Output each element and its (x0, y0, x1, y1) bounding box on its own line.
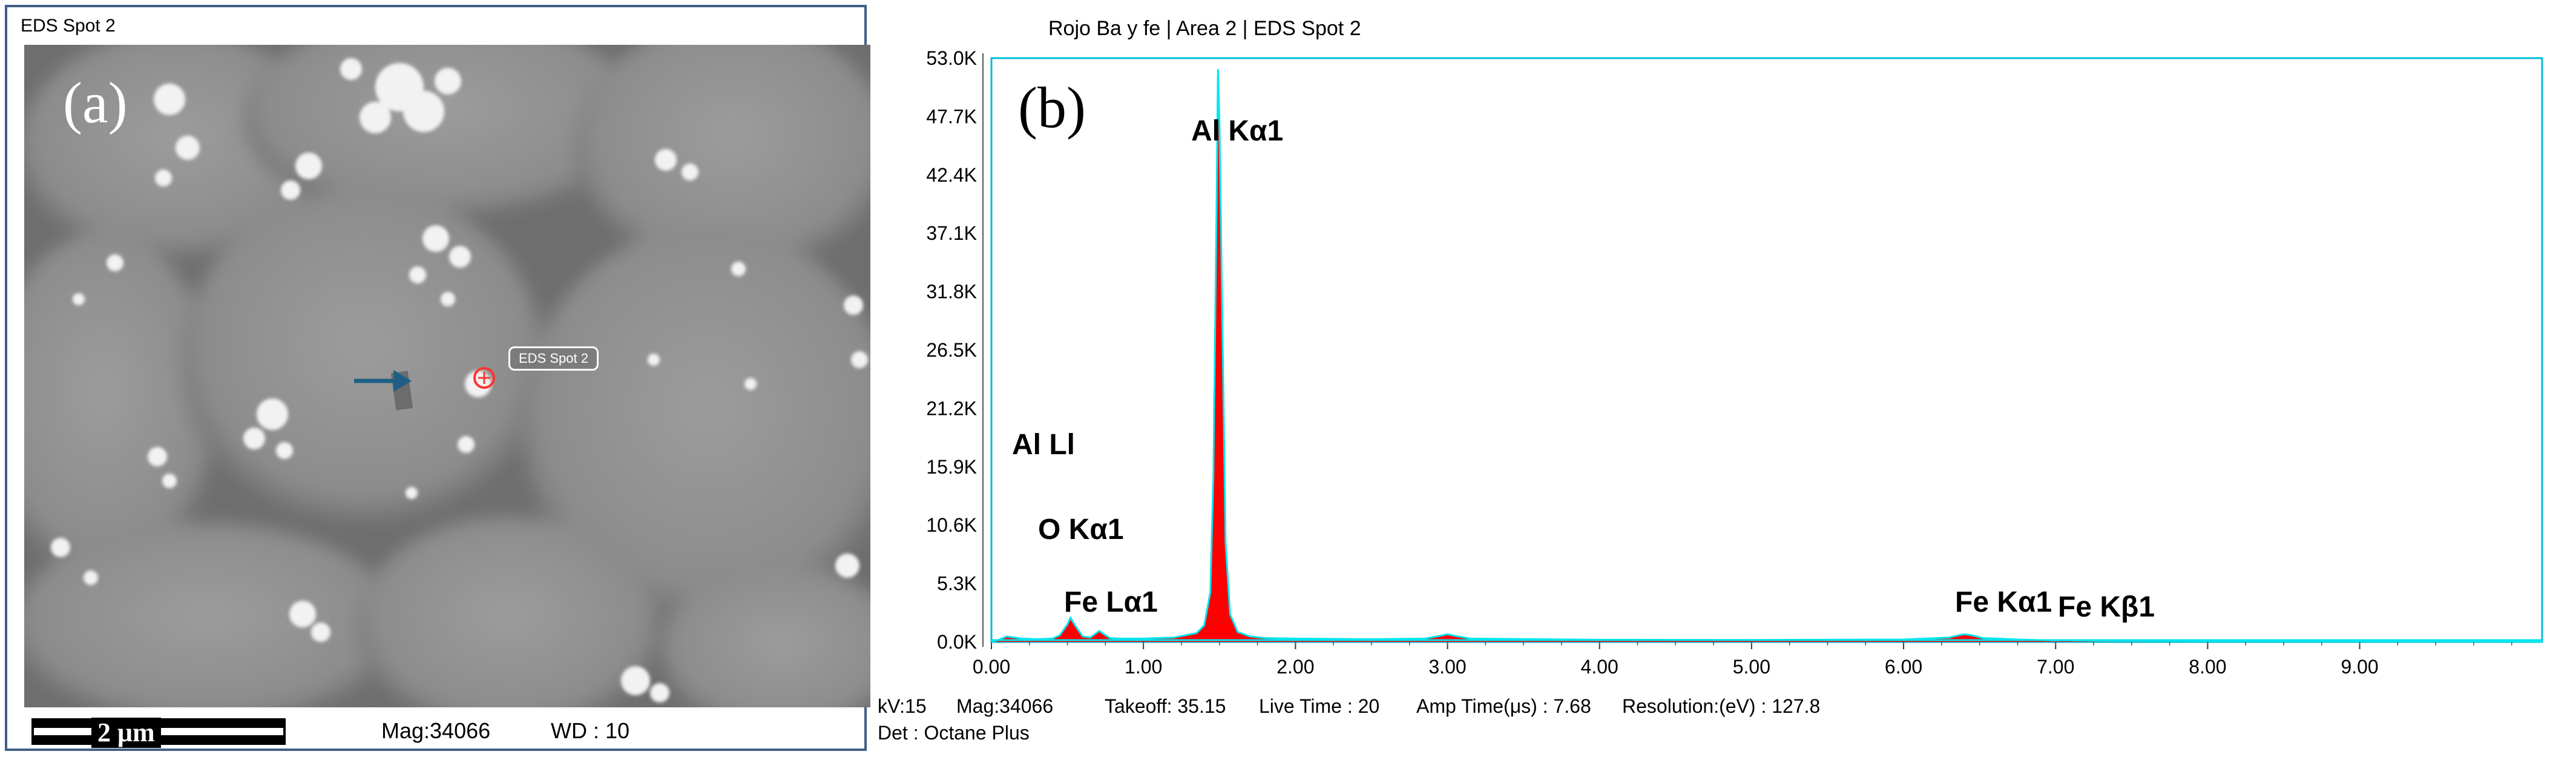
sem-footer: 2 μm Mag:34066 WD : 10 (24, 710, 870, 749)
info-detector: Det : Octane Plus (878, 722, 1030, 744)
peak-label: Al Ll (1012, 429, 1075, 461)
working-distance: WD : 10 (551, 718, 630, 743)
info-resolution: Resolution:(eV) : 127.8 (1622, 695, 1821, 717)
y-tick-label: 47.7K (926, 105, 977, 127)
x-tick-label: 9.00 (2341, 656, 2378, 678)
panel-label-a: (a) (63, 70, 128, 135)
y-tick-label: 31.8K (926, 281, 977, 303)
x-tick-label: 6.00 (1885, 656, 1922, 678)
sem-image: (a) EDS Spot 2 (24, 45, 870, 707)
sem-panel: EDS Spot 2 (5, 5, 870, 751)
peak-label: O Kα1 (1038, 514, 1124, 546)
info-amp-time: Amp Time(μs) : 7.68 (1416, 695, 1591, 717)
x-tick-label: 1.00 (1125, 656, 1162, 678)
y-tick-label: 5.3K (937, 573, 977, 595)
y-tick-label: 15.9K (926, 456, 977, 478)
scale-label: 2 μm (91, 718, 161, 748)
info-mag: Mag:34066 (956, 695, 1054, 717)
info-takeoff: Takeoff: 35.15 (1105, 695, 1226, 717)
x-tick-label: 2.00 (1276, 656, 1314, 678)
y-tick-label: 0.0K (937, 631, 977, 653)
spectrum-chart: 0.0K 5.3K 10.6K 15.9K 21.2K 26.5K 31.8K 37.1K 42… (926, 47, 2543, 678)
acquisition-info: kV:15 Mag:34066 Takeoff: 35.15 Live Time : … (878, 695, 1820, 718)
scale-bar: 2 μm (31, 718, 286, 748)
y-tick-label: 10.6K (926, 514, 977, 536)
spot-tag: EDS Spot 2 (508, 346, 599, 371)
y-tick-label: 26.5K (926, 339, 977, 361)
x-tick-label: 3.00 (1428, 656, 1466, 678)
chart-title: Rojo Ba y fe | Area 2 | EDS Spot 2 (1048, 17, 1361, 40)
y-tick-label: 53.0K (926, 47, 977, 69)
spectrum-line (991, 69, 2543, 643)
x-tick-label: 4.00 (1581, 656, 1618, 678)
x-tick-label: 7.00 (2037, 656, 2074, 678)
x-tick-label: 5.00 (1733, 656, 1770, 678)
y-tick-label: 42.4K (926, 164, 977, 186)
eds-spectrum-panel: Rojo Ba y fe | Area 2 | EDS Spot 2 0.0K 5… (878, 0, 2576, 757)
x-tick-label: 8.00 (2189, 656, 2226, 678)
spectrum-fill (991, 69, 2542, 642)
magnification: Mag:34066 (381, 718, 491, 743)
peak-label: Fe Kα1 (1955, 586, 2052, 618)
x-tick-label: 0.00 (973, 656, 1010, 678)
y-tick-label: 37.1K (926, 222, 977, 244)
peak-label: Fe Kβ1 (2058, 591, 2155, 623)
peak-label: Fe Lα1 (1064, 586, 1158, 618)
panel-label-b: (b) (1018, 75, 1086, 140)
info-live-time: Live Time : 20 (1259, 695, 1380, 717)
info-kv: kV:15 (878, 695, 927, 717)
panel-title: EDS Spot 2 (21, 16, 116, 36)
y-tick-label: 21.2K (926, 397, 977, 419)
sem-micrograph (24, 45, 870, 707)
peak-label: Al Kα1 (1191, 115, 1283, 147)
